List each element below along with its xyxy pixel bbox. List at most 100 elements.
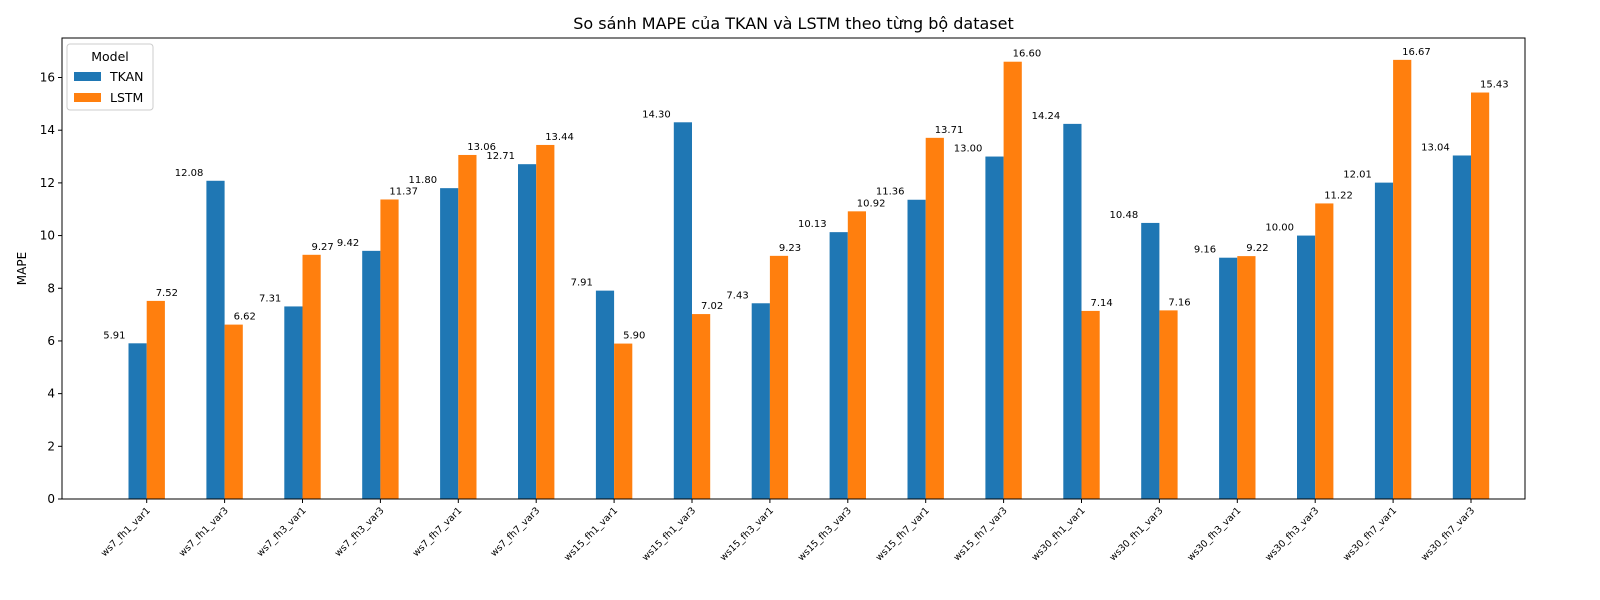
x-tick-label: ws15_fh3_var1	[718, 505, 776, 563]
x-tick-label: ws7_fh3_var1	[255, 505, 309, 559]
x-tick-label: ws15_fh3_var3	[796, 505, 854, 563]
legend-label-tkan: TKAN	[109, 69, 144, 84]
y-tick-label: 2	[47, 439, 55, 453]
legend-label-lstm: LSTM	[110, 90, 143, 105]
bar-lstm-ws30_fh3_var3	[1315, 203, 1334, 499]
data-label-tkan-ws7_fh1_var1: 5.91	[103, 330, 125, 341]
data-label-lstm-ws15_fh1_var1: 5.90	[623, 331, 645, 342]
data-label-tkan-ws30_fh7_var3: 13.04	[1421, 142, 1450, 153]
data-label-tkan-ws7_fh7_var3: 12.71	[486, 151, 515, 162]
data-label-tkan-ws15_fh7_var3: 13.00	[954, 144, 983, 155]
legend-swatch-tkan	[74, 72, 101, 81]
data-label-lstm-ws7_fh7_var1: 13.06	[467, 142, 496, 153]
bar-tkan-ws30_fh3_var1	[1219, 257, 1238, 499]
chart-title: So sánh MAPE của TKAN và LSTM theo từng …	[573, 14, 1014, 33]
data-label-lstm-ws30_fh3_var1: 9.22	[1246, 243, 1268, 254]
bar-lstm-ws30_fh1_var3	[1159, 310, 1178, 499]
data-label-tkan-ws15_fh1_var3: 14.30	[642, 109, 671, 120]
data-label-lstm-ws7_fh1_var1: 7.52	[156, 288, 178, 299]
bar-tkan-ws15_fh1_var1	[595, 290, 615, 499]
data-label-tkan-ws30_fh7_var1: 12.01	[1343, 170, 1372, 181]
bars-group	[128, 59, 1490, 500]
data-label-lstm-ws7_fh7_var3: 13.44	[545, 132, 574, 143]
bar-tkan-ws7_fh1_var3	[206, 180, 225, 499]
bar-lstm-ws30_fh1_var1	[1081, 310, 1100, 499]
y-axis: 0 2 4 6 8 10 12 14 16	[40, 71, 62, 506]
x-tick-label: ws7_fh3_var3	[333, 505, 387, 559]
data-label-lstm-ws7_fh3_var3: 11.37	[389, 186, 418, 197]
bar-tkan-ws15_fh7_var3	[985, 156, 1004, 500]
data-label-tkan-ws15_fh1_var1: 7.91	[571, 278, 593, 289]
x-axis: ws7_fh1_var1 ws7_fh1_var3 ws7_fh3_var1 ws7_…	[99, 499, 1477, 563]
bar-lstm-ws7_fh3_var3	[380, 199, 399, 499]
x-tick-label: ws30_fh3_var3	[1263, 505, 1321, 563]
bar-lstm-ws15_fh3_var1	[769, 255, 789, 499]
x-tick-label: ws15_fh1_var3	[640, 505, 698, 563]
bar-tkan-ws7_fh3_var3	[362, 250, 381, 499]
bar-lstm-ws7_fh1_var3	[224, 324, 243, 499]
y-tick-label: 10	[40, 229, 55, 243]
x-tick-label: ws30_fh7_var3	[1419, 505, 1477, 563]
x-tick-label: ws30_fh7_var1	[1341, 505, 1399, 563]
bar-lstm-ws30_fh7_var3	[1471, 92, 1490, 499]
y-axis-label: MAPE	[15, 252, 29, 285]
bar-lstm-ws7_fh7_var1	[458, 154, 477, 499]
bar-tkan-ws30_fh1_var3	[1141, 222, 1160, 499]
data-label-tkan-ws30_fh1_var3: 10.48	[1110, 210, 1139, 221]
data-label-tkan-ws7_fh3_var3: 9.42	[337, 238, 359, 249]
data-label-tkan-ws30_fh3_var1: 9.16	[1194, 245, 1216, 256]
data-label-lstm-ws7_fh3_var1: 9.27	[312, 242, 334, 253]
bar-lstm-ws15_fh7_var1	[925, 137, 944, 500]
y-tick-label: 16	[40, 71, 55, 85]
data-label-lstm-ws15_fh7_var1: 13.71	[935, 125, 964, 136]
y-tick-label: 0	[47, 492, 55, 506]
data-label-lstm-ws30_fh7_var3: 15.43	[1480, 80, 1509, 91]
y-tick-label: 4	[47, 387, 55, 401]
data-label-tkan-ws30_fh1_var1: 14.24	[1032, 111, 1061, 122]
data-label-lstm-ws15_fh1_var3: 7.02	[701, 301, 723, 312]
plot-frame	[61, 37, 1526, 500]
data-label-tkan-ws7_fh7_var1: 11.80	[408, 175, 437, 186]
x-tick-label: ws7_fh1_var1	[99, 505, 153, 559]
bar-tkan-ws7_fh7_var3	[518, 164, 537, 499]
x-tick-label: ws30_fh1_var1	[1030, 505, 1088, 563]
legend-title: Model	[91, 49, 129, 64]
legend-swatch-lstm	[74, 93, 101, 102]
bar-tkan-ws15_fh3_var1	[751, 303, 770, 499]
y-tick-label: 8	[47, 281, 55, 295]
x-tick-label: ws7_fh1_var3	[177, 505, 231, 559]
bar-tkan-ws7_fh7_var1	[440, 188, 459, 499]
bar-tkan-ws15_fh3_var3	[829, 232, 848, 499]
bar-tkan-ws15_fh7_var1	[907, 199, 926, 499]
bar-lstm-ws7_fh3_var1	[302, 254, 321, 499]
bar-lstm-ws30_fh7_var1	[1393, 59, 1412, 500]
data-label-lstm-ws30_fh3_var3: 11.22	[1324, 190, 1353, 201]
x-tick-label: ws30_fh1_var3	[1107, 505, 1165, 563]
data-label-tkan-ws7_fh3_var1: 7.31	[259, 293, 281, 304]
data-label-lstm-ws15_fh3_var3: 10.92	[857, 198, 886, 209]
y-tick-label: 6	[47, 334, 55, 348]
legend: Model TKAN LSTM	[66, 43, 154, 111]
bar-tkan-ws30_fh3_var3	[1297, 235, 1316, 500]
bar-tkan-ws7_fh1_var1	[128, 343, 147, 499]
bar-lstm-ws15_fh7_var3	[1003, 61, 1022, 500]
x-tick-label: ws30_fh3_var1	[1185, 505, 1243, 563]
data-label-lstm-ws30_fh7_var1: 16.67	[1402, 47, 1431, 58]
bar-tkan-ws30_fh7_var1	[1374, 182, 1394, 499]
data-labels-group: 5.91 12.08 7.31 9.42 11.80 12.71 7.91 14.30 7.43…	[103, 47, 1508, 342]
x-tick-label: ws15_fh7_var3	[952, 505, 1010, 563]
bar-tkan-ws30_fh1_var1	[1063, 123, 1082, 499]
bar-lstm-ws7_fh7_var3	[536, 144, 555, 499]
bar-tkan-ws30_fh7_var3	[1452, 155, 1471, 499]
bar-lstm-ws7_fh1_var1	[146, 300, 165, 499]
bar-lstm-ws15_fh3_var3	[847, 211, 866, 499]
data-label-lstm-ws15_fh7_var3: 16.60	[1013, 49, 1042, 60]
bar-tkan-ws7_fh3_var1	[284, 306, 303, 499]
bar-lstm-ws15_fh1_var3	[692, 314, 711, 499]
data-label-tkan-ws15_fh7_var1: 11.36	[876, 187, 905, 198]
data-label-tkan-ws7_fh1_var3: 12.08	[175, 168, 204, 179]
x-tick-label: ws15_fh7_var1	[874, 505, 932, 563]
x-tick-label: ws7_fh7_var1	[411, 505, 465, 559]
